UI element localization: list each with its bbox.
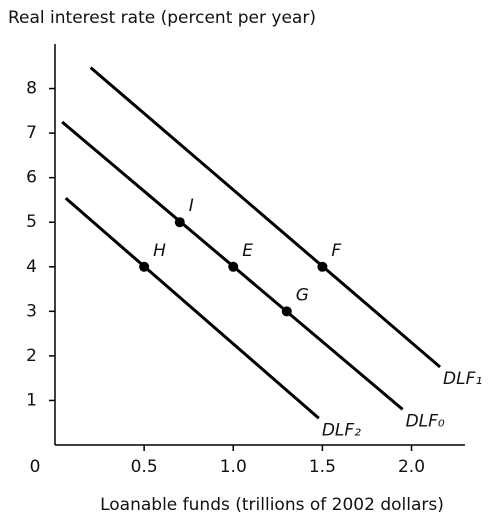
y-axis-label: Real interest rate (percent per year) [8,8,316,28]
point [139,261,150,272]
line-label: DLF₀ [406,411,445,431]
x-tick-label: 1.5 [309,457,336,477]
y-tick-label: 7 [26,123,37,143]
point-label: I [189,196,194,216]
line-label: DLF₂ [322,420,361,440]
demand-line [64,197,320,420]
x-tick-label: 2.0 [398,457,425,477]
point-label: F [331,241,341,261]
point [174,217,185,228]
point [228,261,239,272]
y-tick-label: 3 [26,301,37,321]
point [317,261,328,272]
y-tick-label: 4 [26,257,37,277]
point-label: H [153,241,166,261]
x-tick-label: 0.5 [131,457,158,477]
x-tick-label: 1.0 [220,457,247,477]
x-tick-label: 0 [30,457,41,477]
y-tick-label: 1 [26,390,37,410]
point [281,306,292,317]
y-tick-label: 6 [26,168,37,188]
line-label: DLF₁ [443,369,482,389]
y-tick-label: 8 [26,79,37,99]
y-tick-label: 5 [26,212,37,232]
point-label: E [242,241,253,261]
y-tick-label: 2 [26,346,37,366]
demand-line [89,66,442,369]
x-axis-label: Loanable funds (trillions of 2002 dollar… [100,495,444,515]
point-label: G [296,285,309,305]
